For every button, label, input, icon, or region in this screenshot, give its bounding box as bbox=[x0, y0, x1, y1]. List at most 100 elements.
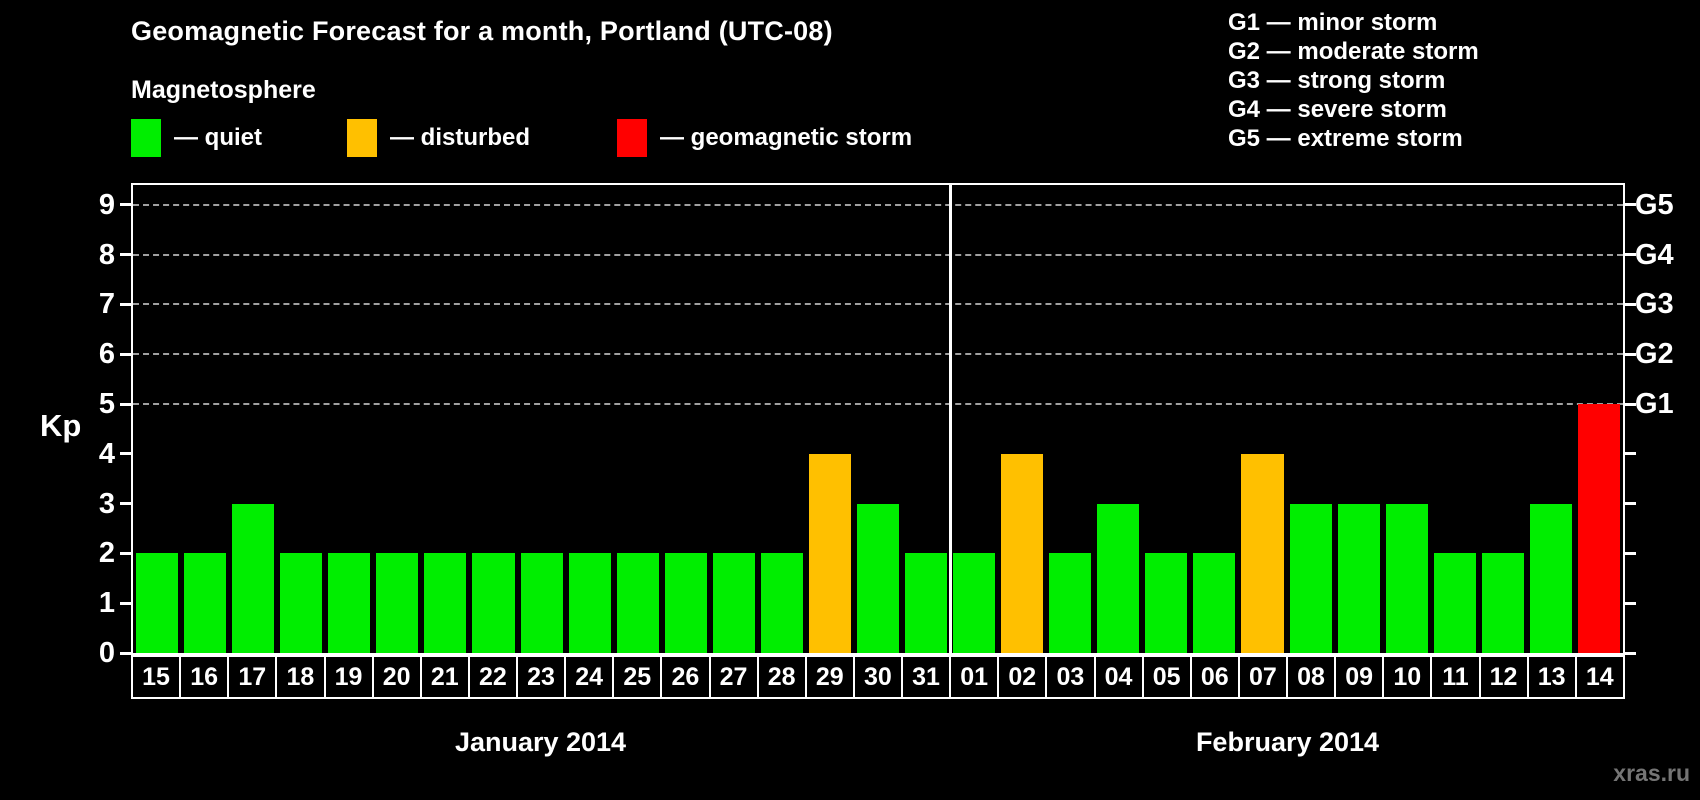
bar-jan-15 bbox=[136, 553, 179, 653]
disturbed-color-swatch bbox=[347, 119, 377, 157]
bar-jan-22 bbox=[472, 553, 515, 653]
storm-color-swatch bbox=[617, 119, 647, 157]
left-axis-tick-4 bbox=[120, 452, 131, 456]
right-axis-tick-9 bbox=[1625, 203, 1636, 207]
g1-legend-line: G1 — minor storm bbox=[1228, 9, 1438, 36]
right-axis-tick-1 bbox=[1625, 601, 1636, 605]
day-label-feb-01: 01 bbox=[949, 655, 1000, 699]
bar-jan-31 bbox=[905, 553, 948, 653]
right-axis-tick-6 bbox=[1625, 352, 1636, 356]
g2-legend-line: G2 — moderate storm bbox=[1228, 38, 1479, 65]
g-scale-tick-label-g2: G2 bbox=[1635, 338, 1674, 371]
day-label-jan-23: 23 bbox=[516, 655, 567, 699]
day-label-feb-12: 12 bbox=[1478, 655, 1529, 699]
magnetosphere-label: Magnetosphere bbox=[131, 76, 316, 104]
day-label-feb-05: 05 bbox=[1141, 655, 1192, 699]
right-axis-tick-2 bbox=[1625, 551, 1636, 555]
bar-jan-30 bbox=[856, 503, 900, 653]
left-axis-tick-8 bbox=[120, 253, 131, 257]
day-label-jan-21: 21 bbox=[419, 655, 470, 699]
g3-legend-line: G3 — strong storm bbox=[1228, 67, 1446, 94]
page-title: Geomagnetic Forecast for a month, Portla… bbox=[131, 16, 833, 46]
y-tick-label-9: 9 bbox=[98, 188, 115, 221]
left-axis-tick-2 bbox=[120, 551, 131, 555]
left-axis-tick-3 bbox=[120, 502, 131, 506]
g4-legend-line: G4 — severe storm bbox=[1228, 96, 1447, 123]
x-axis-day-row: 15 16 17 18 19 20 21 22 23 24 25 26 27 28 29 30 31 01 02 03… bbox=[131, 655, 1625, 699]
y-tick-label-1: 1 bbox=[98, 587, 115, 620]
left-axis-tick-9 bbox=[120, 203, 131, 207]
day-label-jan-20: 20 bbox=[371, 655, 422, 699]
bar-feb-01 bbox=[953, 553, 996, 653]
bar-jan-18 bbox=[280, 553, 323, 653]
watermark: xras.ru bbox=[1613, 760, 1690, 786]
day-label-feb-13: 13 bbox=[1526, 655, 1577, 699]
day-label-jan-27: 27 bbox=[708, 655, 759, 699]
legend-item-storm: — geomagnetic storm bbox=[617, 119, 912, 157]
quiet-color-swatch bbox=[131, 119, 161, 157]
day-label-feb-02: 02 bbox=[997, 655, 1048, 699]
legend-disturbed-label: — disturbed bbox=[390, 124, 531, 151]
bar-feb-07 bbox=[1241, 453, 1284, 653]
day-label-jan-18: 18 bbox=[275, 655, 326, 699]
right-axis-tick-4 bbox=[1625, 452, 1636, 456]
left-axis-tick-1 bbox=[120, 601, 131, 605]
bar-jan-25 bbox=[616, 553, 659, 653]
y-axis-title: Kp bbox=[40, 408, 82, 443]
bar-feb-13 bbox=[1529, 503, 1572, 653]
bar-feb-12 bbox=[1481, 553, 1524, 653]
bar-feb-05 bbox=[1145, 553, 1188, 653]
y-tick-label-5: 5 bbox=[98, 388, 115, 421]
bar-jan-28 bbox=[760, 553, 803, 653]
g-scale-legend: G1 — minor storm G2 — moderate storm G3 … bbox=[1228, 8, 1479, 153]
day-label-jan-17: 17 bbox=[227, 655, 278, 699]
day-label-jan-19: 19 bbox=[323, 655, 374, 699]
day-label-jan-24: 24 bbox=[564, 655, 615, 699]
legend-quiet-label: — quiet bbox=[174, 124, 262, 151]
g-scale-tick-label-g1: G1 bbox=[1635, 388, 1674, 421]
g-scale-tick-label-g5: G5 bbox=[1635, 188, 1674, 221]
day-label-feb-07: 07 bbox=[1237, 655, 1288, 699]
day-label-jan-26: 26 bbox=[660, 655, 711, 699]
day-label-jan-16: 16 bbox=[179, 655, 230, 699]
bar-jan-23 bbox=[520, 553, 563, 653]
gridline-kp6 bbox=[133, 353, 1623, 356]
month-label-february: February 2014 bbox=[1195, 727, 1380, 757]
bar-feb-08 bbox=[1289, 503, 1332, 653]
left-axis-tick-6 bbox=[120, 352, 131, 356]
bar-jan-26 bbox=[664, 553, 707, 653]
g5-legend-line: G5 — extreme storm bbox=[1228, 125, 1463, 152]
y-tick-label-2: 2 bbox=[98, 537, 115, 570]
y-tick-label-4: 4 bbox=[98, 437, 115, 470]
day-label-jan-28: 28 bbox=[756, 655, 807, 699]
plot-area: 0 1 2 3 4 5 6 7 8 9 G1 G2 G3 G4 G5 bbox=[99, 183, 1674, 669]
day-label-feb-06: 06 bbox=[1189, 655, 1240, 699]
bar-feb-04 bbox=[1097, 503, 1140, 653]
gridline-kp7 bbox=[133, 303, 1623, 306]
right-axis-tick-8 bbox=[1625, 253, 1636, 257]
legend-item-quiet: — quiet bbox=[131, 119, 262, 157]
left-axis-tick-5 bbox=[120, 402, 131, 406]
right-axis-tick-0 bbox=[1625, 651, 1636, 655]
month-label-january: January 2014 bbox=[454, 727, 627, 757]
day-label-feb-09: 09 bbox=[1334, 655, 1385, 699]
bar-feb-14 bbox=[1577, 404, 1620, 653]
bar-jan-21 bbox=[424, 553, 467, 653]
bar-jan-24 bbox=[568, 553, 611, 653]
bar-jan-27 bbox=[712, 553, 755, 653]
y-tick-label-0: 0 bbox=[98, 637, 115, 669]
bar-jan-19 bbox=[328, 553, 371, 653]
day-label-jan-15: 15 bbox=[131, 655, 182, 699]
bar-jan-29 bbox=[808, 453, 851, 653]
right-axis-tick-3 bbox=[1625, 502, 1636, 506]
day-label-feb-03: 03 bbox=[1045, 655, 1096, 699]
g-scale-tick-label-g3: G3 bbox=[1635, 288, 1674, 321]
bar-feb-11 bbox=[1433, 553, 1476, 653]
bar-jan-17 bbox=[232, 503, 275, 653]
legend-item-disturbed: — disturbed bbox=[347, 119, 530, 157]
day-label-jan-31: 31 bbox=[901, 655, 952, 699]
y-tick-label-3: 3 bbox=[98, 487, 115, 520]
day-label-feb-04: 04 bbox=[1093, 655, 1144, 699]
day-label-feb-14: 14 bbox=[1574, 655, 1625, 699]
day-label-jan-22: 22 bbox=[467, 655, 518, 699]
